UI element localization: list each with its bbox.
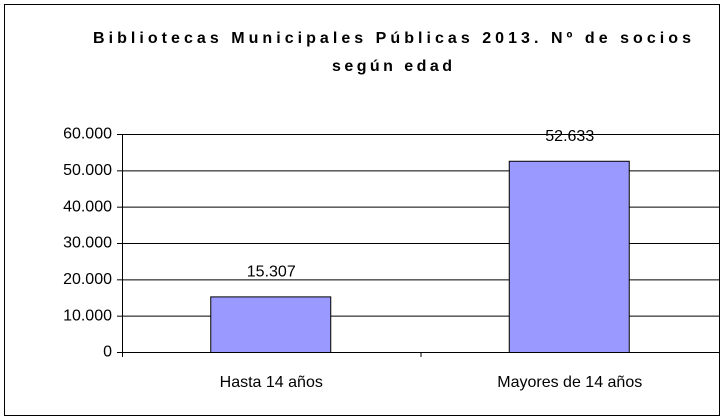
- bar: [210, 296, 332, 353]
- y-tick-label: 40.000: [63, 198, 112, 215]
- y-tick-label: 10.000: [63, 307, 112, 324]
- x-tick-label: Hasta 14 años: [220, 374, 323, 391]
- y-tick-label: 50.000: [63, 162, 112, 179]
- y-tick-label: 0: [103, 344, 112, 361]
- chart-title: según edad: [332, 58, 452, 75]
- bar: [508, 160, 630, 353]
- y-tick-label: 30.000: [63, 235, 112, 252]
- data-label: 15.307: [247, 264, 296, 281]
- data-label: 52.633: [545, 128, 594, 145]
- chart-title: Bibliotecas Municipales Públicas 2013. N…: [93, 30, 691, 47]
- x-tick-label: Mayores de 14 años: [497, 374, 642, 391]
- y-tick-label: 60.000: [63, 126, 112, 143]
- y-tick-label: 20.000: [63, 271, 112, 288]
